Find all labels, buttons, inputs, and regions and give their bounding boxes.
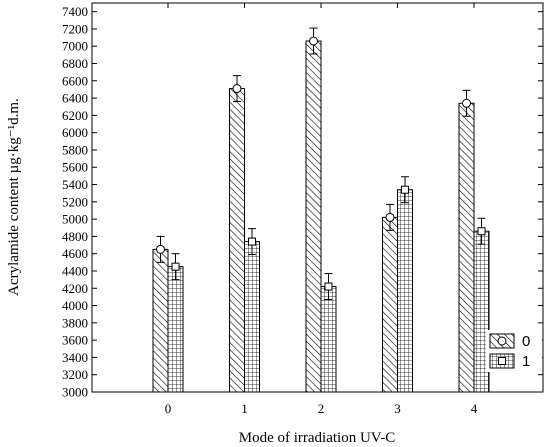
mean-marker-circle xyxy=(309,36,318,46)
x-tick-label: 1 xyxy=(241,401,248,416)
bar-series-1-cat-1 xyxy=(244,241,260,393)
mean-marker-circle xyxy=(385,212,395,222)
legend-marker-square xyxy=(498,357,506,365)
mean-marker-square xyxy=(248,237,256,246)
y-tick-label: 5000 xyxy=(62,212,88,227)
legend-marker-circle xyxy=(497,336,507,346)
y-tick-label: 4000 xyxy=(62,298,88,313)
y-tick-label: 4200 xyxy=(62,281,88,296)
y-tick-label: 3200 xyxy=(62,367,88,382)
y-tick-label: 6000 xyxy=(62,125,88,140)
legend: 01 xyxy=(486,330,542,372)
mean-marker-circle xyxy=(232,84,242,94)
bar-series-1-cat-2 xyxy=(320,286,337,393)
y-tick-label: 6200 xyxy=(62,108,88,123)
mean-marker-square xyxy=(477,227,486,236)
x-tick-label: 0 xyxy=(165,401,172,416)
legend-label-0: 0 xyxy=(522,333,530,350)
y-tick-label: 7200 xyxy=(62,21,88,36)
y-tick-label: 6400 xyxy=(62,91,88,106)
mean-marker-square xyxy=(401,185,409,194)
mean-marker-circle xyxy=(156,244,165,254)
bar-series-1-cat-0 xyxy=(167,266,184,393)
y-tick-label: 3800 xyxy=(62,315,88,330)
y-axis-title: Acrylamide content µg·kg⁻¹d.m. xyxy=(6,98,22,296)
y-tick-label: 5800 xyxy=(62,142,88,157)
mean-marker-square xyxy=(171,262,180,271)
bar-series-0-cat-2 xyxy=(305,40,322,393)
x-tick-label: 2 xyxy=(318,401,325,416)
y-tick-label: 3400 xyxy=(62,350,88,365)
bar-series-1-cat-3 xyxy=(397,189,413,393)
y-tick-label: 6600 xyxy=(62,73,88,88)
mean-marker-square xyxy=(324,282,333,291)
y-tick-label: 4600 xyxy=(62,246,88,261)
bar-series-0-cat-3 xyxy=(382,216,398,393)
y-tick-label: 5200 xyxy=(62,194,88,209)
bar-series-0-cat-4 xyxy=(458,102,475,393)
y-tick-label: 4800 xyxy=(62,229,88,244)
y-tick-label: 7000 xyxy=(62,39,88,54)
y-tick-label: 3000 xyxy=(62,385,88,400)
bar-series-0-cat-1 xyxy=(229,88,245,393)
y-tick-label: 4400 xyxy=(62,263,88,278)
bar-series-0-cat-0 xyxy=(152,248,169,393)
y-tick-label: 6800 xyxy=(62,56,88,71)
y-tick-label: 5600 xyxy=(62,160,88,175)
x-axis-title: Mode of irradiation UV-C xyxy=(239,430,396,446)
bars xyxy=(152,27,490,393)
y-axis: 3000 3200 3400 3600 3800 4000 4200 4400 4600 4800… xyxy=(62,4,543,400)
legend-label-1: 1 xyxy=(522,353,530,370)
y-tick-label: 3600 xyxy=(62,333,88,348)
x-tick-label: 3 xyxy=(394,401,401,416)
y-tick-label: 5400 xyxy=(62,177,88,192)
y-tick-label: 7400 xyxy=(62,4,88,19)
mean-marker-circle xyxy=(462,98,471,108)
x-tick-label: 4 xyxy=(471,401,478,416)
